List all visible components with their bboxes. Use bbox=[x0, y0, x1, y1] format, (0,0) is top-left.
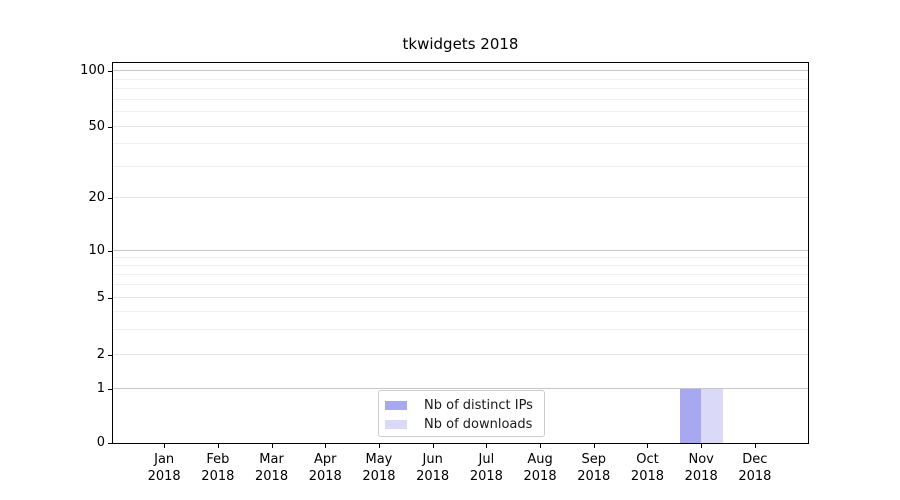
x-tick-mark bbox=[325, 444, 327, 448]
y-gridline-minor bbox=[113, 264, 808, 266]
y-tick-mark bbox=[108, 198, 112, 200]
legend-label-distinct-ips: Nb of distinct IPs bbox=[424, 398, 533, 413]
y-tick-label: 0 bbox=[96, 435, 105, 450]
x-tick-year: 2018 bbox=[684, 469, 718, 484]
legend: Nb of distinct IPs Nb of downloads bbox=[378, 390, 545, 437]
y-tick-label: 50 bbox=[88, 118, 105, 134]
y-tick-mark bbox=[108, 388, 112, 390]
x-tick-year: 2018 bbox=[308, 469, 342, 484]
x-tick-label: Mar 2018 bbox=[240, 451, 304, 485]
y-tick-label: 5 bbox=[96, 289, 105, 305]
bar-distinct-ips bbox=[679, 388, 702, 443]
x-tick-label: Feb 2018 bbox=[186, 451, 250, 485]
x-tick-year: 2018 bbox=[255, 469, 289, 484]
y-gridline bbox=[113, 296, 808, 298]
chart-title: tkwidgets 2018 bbox=[402, 35, 519, 53]
y-gridline bbox=[113, 125, 808, 127]
plot-area: Nb of distinct IPs Nb of downloads 0 1 2 5 1… bbox=[80, 62, 809, 484]
x-tick-mark bbox=[378, 444, 380, 448]
x-tick-month: Jun bbox=[422, 452, 443, 467]
x-tick-year: 2018 bbox=[738, 469, 772, 484]
y-tick-label: 20 bbox=[88, 190, 105, 206]
x-tick-mark bbox=[593, 444, 595, 448]
x-tick-year: 2018 bbox=[416, 469, 450, 484]
x-tick-year: 2018 bbox=[577, 469, 611, 484]
bar-downloads bbox=[701, 388, 723, 443]
legend-label-downloads: Nb of downloads bbox=[424, 417, 533, 432]
y-gridline-minor bbox=[113, 310, 808, 312]
y-gridline bbox=[113, 197, 808, 199]
x-tick-label: Sep 2018 bbox=[562, 451, 626, 485]
x-tick-label: May 2018 bbox=[347, 451, 411, 485]
x-tick-mark bbox=[540, 444, 542, 448]
legend-item-downloads: Nb of downloads bbox=[385, 415, 536, 434]
y-tick-mark bbox=[108, 250, 112, 252]
y-tick-label: 2 bbox=[96, 347, 105, 363]
y-tick-label: 1 bbox=[96, 380, 105, 396]
legend-item-distinct-ips: Nb of distinct IPs bbox=[385, 396, 536, 415]
x-tick-label: Nov 2018 bbox=[669, 451, 733, 485]
y-gridline-minor bbox=[113, 273, 808, 275]
legend-swatch-distinct-ips bbox=[385, 401, 407, 410]
y-gridline-minor bbox=[113, 98, 808, 100]
y-gridline-minor bbox=[113, 328, 808, 330]
x-tick-month: May bbox=[365, 452, 393, 467]
x-tick-month: Apr bbox=[314, 452, 337, 467]
x-tick-mark bbox=[271, 444, 273, 448]
y-tick-mark bbox=[108, 443, 112, 444]
x-tick-label: Jan 2018 bbox=[132, 451, 196, 485]
y-gridline bbox=[113, 387, 808, 389]
y-tick-mark bbox=[108, 297, 112, 299]
x-tick-mark bbox=[432, 444, 434, 448]
x-tick-label: Dec 2018 bbox=[723, 451, 787, 485]
x-tick-year: 2018 bbox=[630, 469, 665, 484]
x-tick-year: 2018 bbox=[147, 469, 181, 484]
y-tick-mark bbox=[108, 126, 112, 128]
y-gridline-minor bbox=[113, 284, 808, 286]
x-tick-year: 2018 bbox=[469, 469, 503, 484]
x-tick-mark bbox=[164, 444, 166, 448]
x-tick-year: 2018 bbox=[362, 469, 396, 484]
x-tick-month: Jan bbox=[154, 452, 175, 467]
y-gridline-minor bbox=[113, 111, 808, 113]
y-gridline-minor bbox=[113, 256, 808, 258]
x-tick-month: Mar bbox=[259, 452, 284, 467]
x-tick-month: Jul bbox=[478, 452, 495, 467]
x-tick-mark bbox=[701, 444, 703, 448]
x-tick-label: Jul 2018 bbox=[454, 451, 518, 485]
x-tick-mark bbox=[217, 444, 219, 448]
y-gridline-minor bbox=[113, 88, 808, 90]
x-tick-month: Aug bbox=[527, 452, 553, 467]
x-tick-mark bbox=[647, 444, 649, 448]
y-gridline bbox=[113, 354, 808, 356]
x-tick-month: Sep bbox=[581, 452, 607, 467]
x-tick-mark bbox=[486, 444, 488, 448]
y-gridline bbox=[113, 70, 808, 72]
x-tick-month: Dec bbox=[742, 452, 768, 467]
x-tick-year: 2018 bbox=[523, 469, 557, 484]
x-tick-label: Apr 2018 bbox=[293, 451, 357, 485]
y-gridline-minor bbox=[113, 165, 808, 167]
x-tick-label: Oct 2018 bbox=[615, 451, 679, 485]
legend-swatch-downloads bbox=[385, 420, 407, 429]
y-tick-mark bbox=[108, 71, 112, 73]
x-tick-month: Oct bbox=[636, 452, 659, 467]
x-tick-month: Feb bbox=[206, 452, 230, 467]
y-gridline-minor bbox=[113, 143, 808, 145]
y-gridline bbox=[113, 249, 808, 251]
y-tick-mark bbox=[108, 355, 112, 357]
x-tick-month: Nov bbox=[688, 452, 714, 467]
x-tick-year: 2018 bbox=[201, 469, 235, 484]
x-tick-mark bbox=[754, 444, 756, 448]
x-tick-label: Jun 2018 bbox=[401, 451, 465, 485]
y-tick-label: 100 bbox=[80, 63, 105, 79]
y-gridline-minor bbox=[113, 78, 808, 80]
y-tick-label: 10 bbox=[88, 242, 105, 258]
x-tick-label: Aug 2018 bbox=[508, 451, 572, 485]
